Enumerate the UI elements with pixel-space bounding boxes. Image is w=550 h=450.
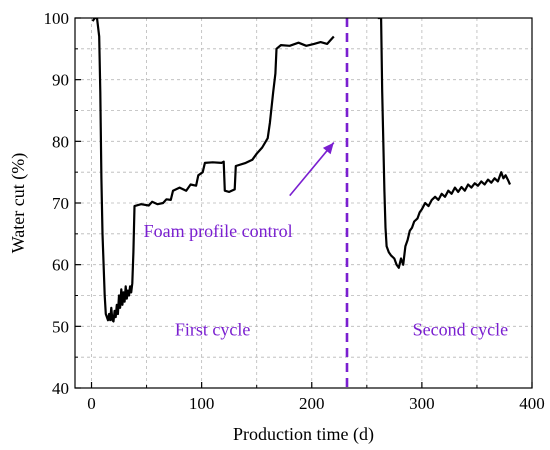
x-tick-label: 100 [189, 394, 215, 413]
water-cut-line-1 [91, 18, 335, 323]
y-tick-label: 60 [52, 256, 69, 275]
annotation-3: Second cycle [413, 320, 508, 340]
y-tick-label: 80 [52, 132, 69, 151]
x-tick-label: 300 [409, 394, 435, 413]
annotation-2: First cycle [175, 320, 250, 340]
annotation-1: Foam profile control [144, 221, 293, 241]
annotation-group: Foam profile control First cycle Second cy… [144, 142, 508, 340]
y-tick-label: 100 [44, 9, 70, 28]
arrow-head [322, 142, 334, 155]
x-tick-label: 400 [519, 394, 545, 413]
y-axis-label: Water cut (%) [8, 153, 29, 254]
x-tick-label: 200 [299, 394, 325, 413]
series-group [91, 18, 512, 323]
arrow-shaft [289, 142, 335, 197]
y-tick-label: 70 [52, 194, 69, 213]
x-tick-label: 0 [87, 394, 96, 413]
x-axis-label: Production time (d) [233, 424, 374, 445]
water-cut-line-2 [377, 18, 512, 269]
y-tick-label: 40 [52, 379, 69, 398]
y-tick-label: 50 [52, 317, 69, 336]
y-tick-label: 90 [52, 71, 69, 90]
axes: 0 100 200 300 400 40 50 60 70 80 90 100 [44, 9, 545, 413]
